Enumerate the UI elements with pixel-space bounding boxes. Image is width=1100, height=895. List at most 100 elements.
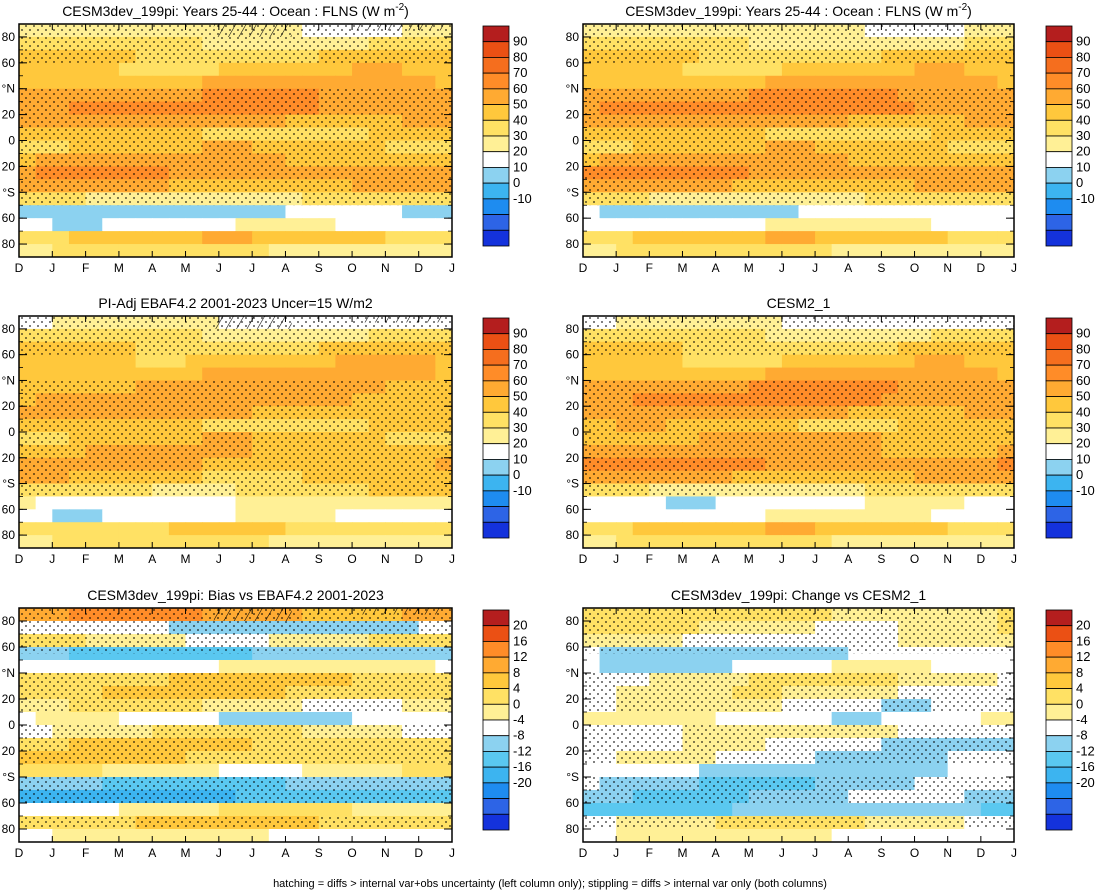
colorbar-label: -20 (513, 775, 532, 790)
heatmap-cell (352, 509, 370, 523)
y-tick-label: 20 (2, 399, 16, 413)
heatmap-cell (599, 244, 617, 257)
x-tick-label: J (449, 552, 455, 566)
heatmap-cell (815, 354, 833, 369)
heatmap-cell (335, 535, 353, 548)
colorbar-label: 90 (1076, 326, 1090, 341)
heatmap-cell (252, 509, 270, 523)
heatmap-cell (748, 218, 766, 232)
heatmap-cell (302, 829, 320, 842)
heatmap-cell (649, 354, 667, 369)
heatmap-cell (781, 62, 800, 77)
colorbar-label: 10 (1076, 451, 1090, 466)
heatmap-cell (168, 660, 187, 674)
heatmap-cell (268, 803, 287, 817)
stipple-region (583, 316, 1014, 355)
heatmap-cell (68, 496, 87, 510)
heatmap-cell (435, 354, 452, 369)
colorbar-box (482, 41, 510, 58)
heatmap-cell (35, 535, 53, 548)
heatmap-cell (931, 535, 949, 548)
heatmap-cell (168, 803, 187, 817)
heatmap-cell (997, 829, 1014, 842)
heatmap-cell (632, 496, 650, 510)
heatmap-cell (352, 75, 370, 90)
heatmap-cell (599, 62, 617, 77)
heatmap-body (19, 608, 452, 842)
heatmap-cell (252, 522, 270, 536)
heatmap-cell (135, 218, 153, 232)
heatmap-cell (285, 354, 303, 369)
colorbar-box (482, 782, 510, 799)
heatmap-cell (352, 62, 370, 77)
heatmap-cell (732, 829, 750, 842)
heatmap-cell (649, 75, 667, 90)
heatmap-cell (947, 244, 965, 257)
heatmap-cell (385, 509, 403, 523)
heatmap-cell (616, 803, 634, 817)
heatmap-cell (715, 829, 733, 842)
heatmap-cell (931, 764, 949, 778)
heatmap-cell (435, 62, 452, 77)
colorbar-label: 12 (513, 649, 527, 664)
heatmap-cell (781, 231, 800, 245)
colorbar-box (1045, 349, 1073, 366)
heatmap-cell (848, 509, 866, 523)
colorbar-label: 20 (1076, 144, 1090, 159)
heatmap-cell (699, 218, 717, 232)
heatmap-cell (335, 522, 353, 536)
heatmap-cell (947, 75, 965, 90)
heatmap-cell (168, 712, 187, 726)
heatmap-cell (748, 367, 766, 382)
heatmap-cell (418, 712, 436, 726)
stipple-region (583, 673, 1014, 712)
heatmap-cell (980, 231, 999, 245)
heatmap-cell (765, 829, 783, 842)
heatmap-cell (699, 62, 717, 77)
heatmap-cell (68, 205, 87, 219)
heatmap-cell (368, 712, 386, 726)
heatmap-cell (202, 764, 220, 778)
heatmap-cell (202, 829, 220, 842)
heatmap-cell (268, 231, 287, 245)
heatmap-cell (798, 244, 816, 257)
heatmap-cell (864, 62, 882, 77)
heatmap-cell (798, 354, 816, 369)
colorbar-label: -10 (513, 191, 532, 206)
heatmap-cell (35, 829, 53, 842)
heatmap-cell (418, 660, 436, 674)
colorbar-box (482, 641, 510, 658)
heatmap-cell (52, 522, 70, 536)
colorbar-label: 60 (513, 81, 527, 96)
heatmap-cell (931, 509, 949, 523)
heatmap-cell (583, 660, 601, 674)
colorbar-label: 30 (513, 128, 527, 143)
heatmap-cell (68, 522, 87, 536)
heatmap-cell (881, 509, 899, 523)
heatmap-cell (235, 231, 253, 245)
heatmap-cell (235, 205, 253, 219)
heatmap-cell (85, 367, 103, 382)
heatmap-cell (649, 803, 667, 817)
heatmap-cell (385, 712, 403, 726)
heatmap-cell (335, 660, 353, 674)
heatmap-cell (864, 660, 882, 674)
x-tick-label: O (347, 846, 356, 860)
heatmap-cell (997, 354, 1014, 369)
heatmap-cell (302, 75, 320, 90)
heatmap-cell (402, 829, 420, 842)
colorbar-label: 12 (1076, 649, 1090, 664)
colorbar-box (482, 104, 510, 121)
heatmap-cell (335, 205, 353, 219)
heatmap-cell (168, 496, 187, 510)
heatmap-cell (848, 218, 866, 232)
heatmap-cell (947, 522, 965, 536)
y-tick-label: 60 (566, 56, 580, 70)
y-tick-label: °N (566, 666, 579, 680)
colorbar-label: 4 (1076, 681, 1083, 696)
heatmap-cell (947, 231, 965, 245)
heatmap-cell (715, 712, 733, 726)
panel-3: D J F M A M J J A S O N D J 80 60 °N 20 0 20 °S 60 80 PI-Adj EB… (2, 295, 532, 566)
heatmap-cell (864, 218, 882, 232)
heatmap-cell (385, 354, 403, 369)
